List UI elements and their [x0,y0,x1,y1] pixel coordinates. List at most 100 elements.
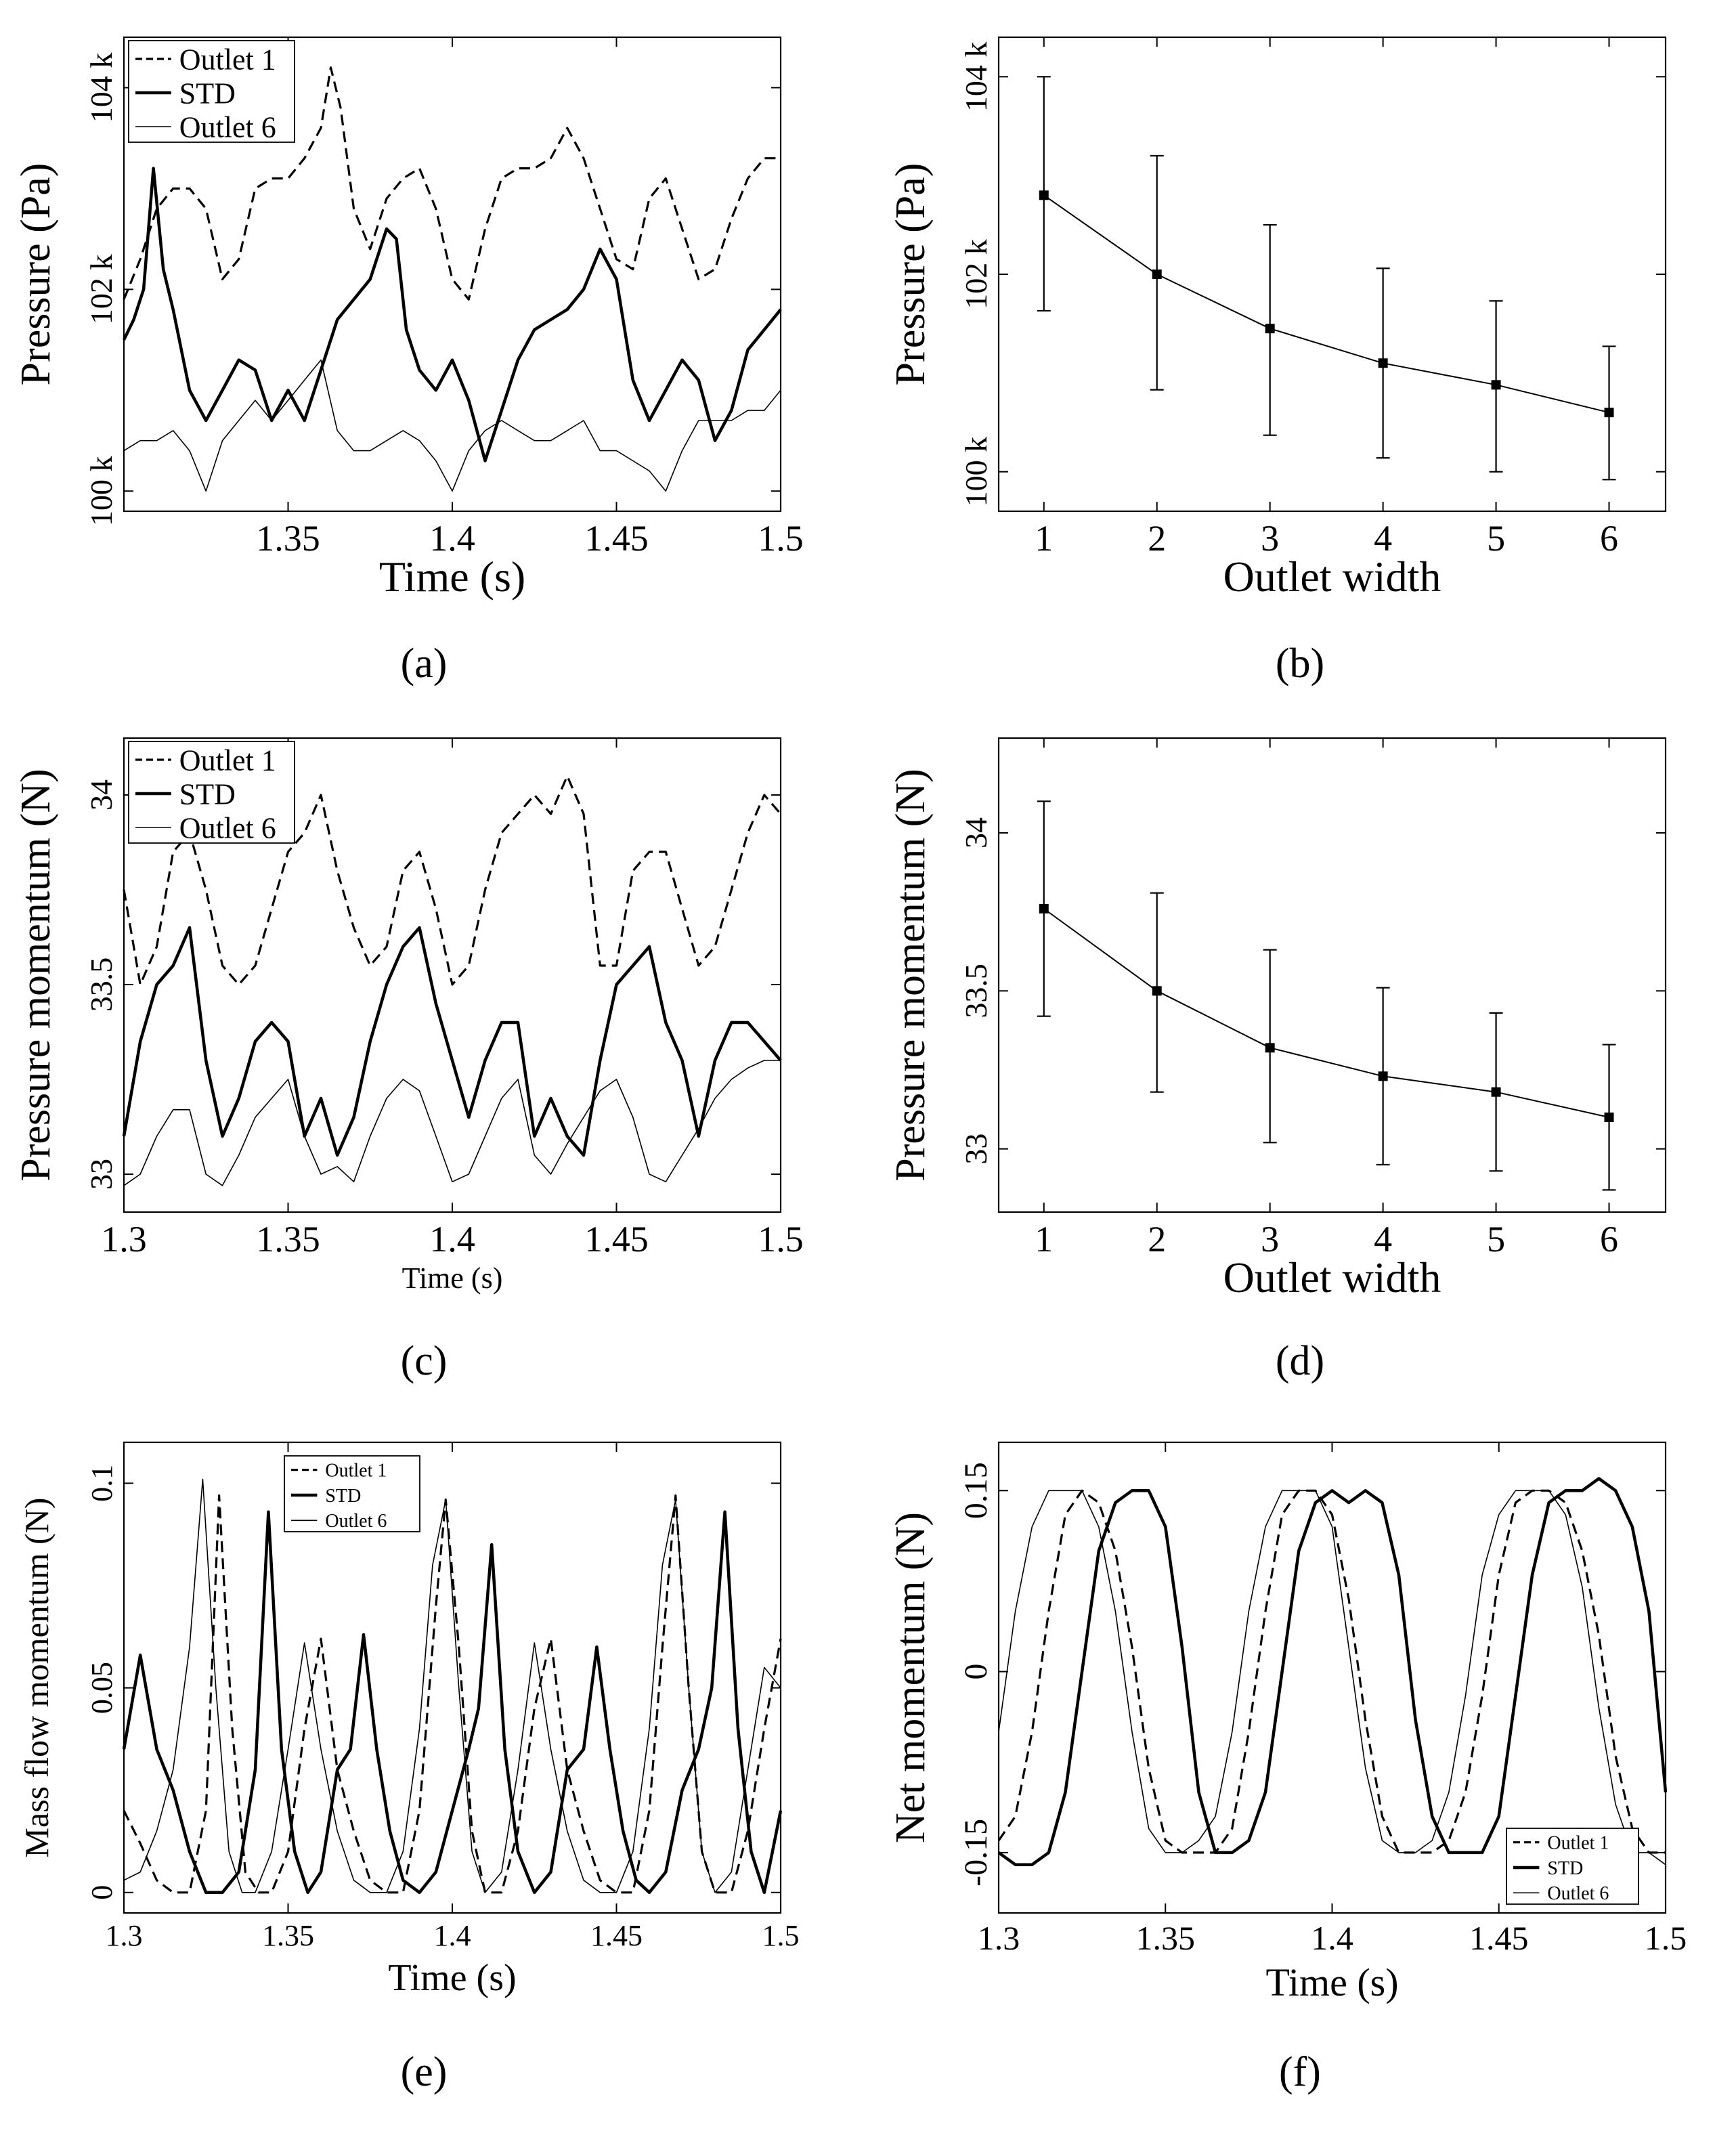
legend-label: STD [179,777,236,811]
x-axis-label: Outlet width [1223,553,1441,601]
x-tick-label: 3 [1261,1219,1279,1259]
y-tick-label: 33 [959,1134,993,1165]
x-tick-label: 1.3 [978,1919,1020,1957]
y-tick-label: 0 [958,1664,994,1680]
series-line-outlet-6 [123,1478,781,1893]
y-tick-label: 104 k [84,53,118,123]
x-tick-label: 1.3 [101,1219,147,1259]
x-tick-label: 1.45 [1469,1919,1529,1957]
y-axis-label: Mass flow momentum (N) [18,1498,56,1858]
y-tick-label: 0.15 [958,1462,994,1519]
y-tick-label: 102 k [84,255,118,325]
x-tick-label: 6 [1600,518,1618,559]
series-line-outlet-6 [123,359,781,492]
x-tick-label: 1.45 [590,1919,643,1952]
y-tick-label: 100 k [959,437,993,507]
data-point [1265,1043,1275,1053]
legend-label: STD [179,77,236,110]
chart-f: 1.3 1.35 1.4 1.45 1.5 -0.15 0 0.15 Time (s) Net m… [888,1441,1687,2004]
series-line-outlet-6 [998,1490,1666,1866]
legend-label: Outlet 1 [1547,1832,1609,1853]
chart-c: 1.3 1.35 1.4 1.45 1.5 33 33.5 34 Time (s) Pressur… [13,737,804,1295]
legend-label: Outlet 6 [179,811,276,844]
x-tick-label: 4 [1374,518,1392,559]
y-tick-label: 0.05 [85,1662,118,1714]
caption-c: (c) [400,1338,448,1384]
y-tick-label: 100 k [84,456,118,526]
y-axis-label: Net momentum (N) [888,1512,934,1843]
series-line-std [122,1510,783,1895]
y-tick-label: 104 k [959,42,993,112]
y-tick-label: 34 [84,779,118,811]
caption-e: (e) [400,2049,448,2095]
x-tick-label: 1.4 [1311,1919,1353,1957]
legend-label: Outlet 1 [325,1460,387,1481]
y-tick-label: 102 k [959,239,993,309]
y-axis-label: Pressure (Pa) [888,163,934,386]
x-tick-label: 1.4 [429,518,475,559]
plot-frame [997,737,1667,1213]
y-axis-label: Pressure momentum (N) [13,769,59,1182]
y-tick-label: 33.5 [84,957,118,1012]
y-tick-label: 33 [84,1159,118,1190]
chart-a: 1.35 1.4 1.45 1.5 100 k 102 k 104 k Time (s) Pre… [13,36,804,601]
legend-label: Outlet 6 [179,110,276,144]
series-line-std [997,1477,1668,1866]
x-tick-label: 1.4 [434,1919,471,1952]
legend-label: Outlet 1 [179,43,276,76]
y-axis-label: Pressure (Pa) [13,163,59,386]
x-tick-label: 1.3 [106,1919,143,1952]
data-point [1491,1087,1501,1097]
x-tick-label: 1.35 [256,1219,320,1259]
x-tick-label: 1.35 [262,1919,314,1952]
data-point [1378,1071,1388,1081]
x-tick-label: 1.45 [584,518,649,559]
legend-box [1506,1828,1639,1905]
x-tick-label: 1 [1035,518,1053,559]
x-tick-label: 2 [1148,1219,1166,1259]
series-line-std [122,926,782,1157]
x-axis-label: Time (s) [388,1957,516,1999]
x-tick-label: 1 [1035,1219,1053,1259]
x-tick-label: 1.5 [762,1919,800,1952]
legend-label: Outlet 6 [325,1511,387,1532]
x-tick-label: 1.5 [758,518,804,559]
legend-box [128,40,295,143]
data-point [1491,380,1501,390]
y-tick-label: 34 [959,817,993,848]
series-line-mean [1043,908,1609,1118]
data-point [1604,408,1614,418]
series-line-outlet-1 [123,775,782,986]
series-line-outlet-6 [123,1060,781,1186]
chart-e: 1.3 1.35 1.4 1.45 1.5 0 0.05 0.1 Time (s) Mass fl… [18,1441,800,1999]
y-axis-label: Pressure momentum (N) [888,769,934,1182]
y-tick-label: 33.5 [959,964,993,1018]
data-point [1378,358,1388,368]
series-line-outlet-1 [123,66,781,301]
x-tick-label: 1.5 [1645,1919,1687,1957]
x-axis-label: Time (s) [1265,1960,1398,2004]
x-axis-label: Time (s) [379,553,525,601]
x-tick-label: 1.45 [584,1219,649,1259]
series-line-std [122,167,782,462]
plot-frame [997,36,1667,513]
x-tick-label: 1.5 [758,1219,804,1259]
x-tick-label: 5 [1487,518,1505,559]
legend: Outlet 1 STD Outlet 6 [284,1455,420,1532]
x-tick-label: 1.4 [429,1219,475,1259]
caption-d: (d) [1275,1338,1325,1384]
x-tick-label: 3 [1261,518,1279,559]
data-point [1604,1113,1614,1122]
y-tick-label: 0 [85,1885,118,1900]
chart-b: 1 2 3 4 5 6 100 k 102 k 104 k Outlet width Pressur… [888,36,1667,601]
series-line-mean [1043,194,1609,414]
series-line-outlet-1 [123,1494,782,1894]
data-point [1152,986,1162,996]
x-tick-label: 4 [1374,1219,1392,1259]
legend-label: STD [325,1486,361,1507]
caption-b: (b) [1275,641,1325,687]
